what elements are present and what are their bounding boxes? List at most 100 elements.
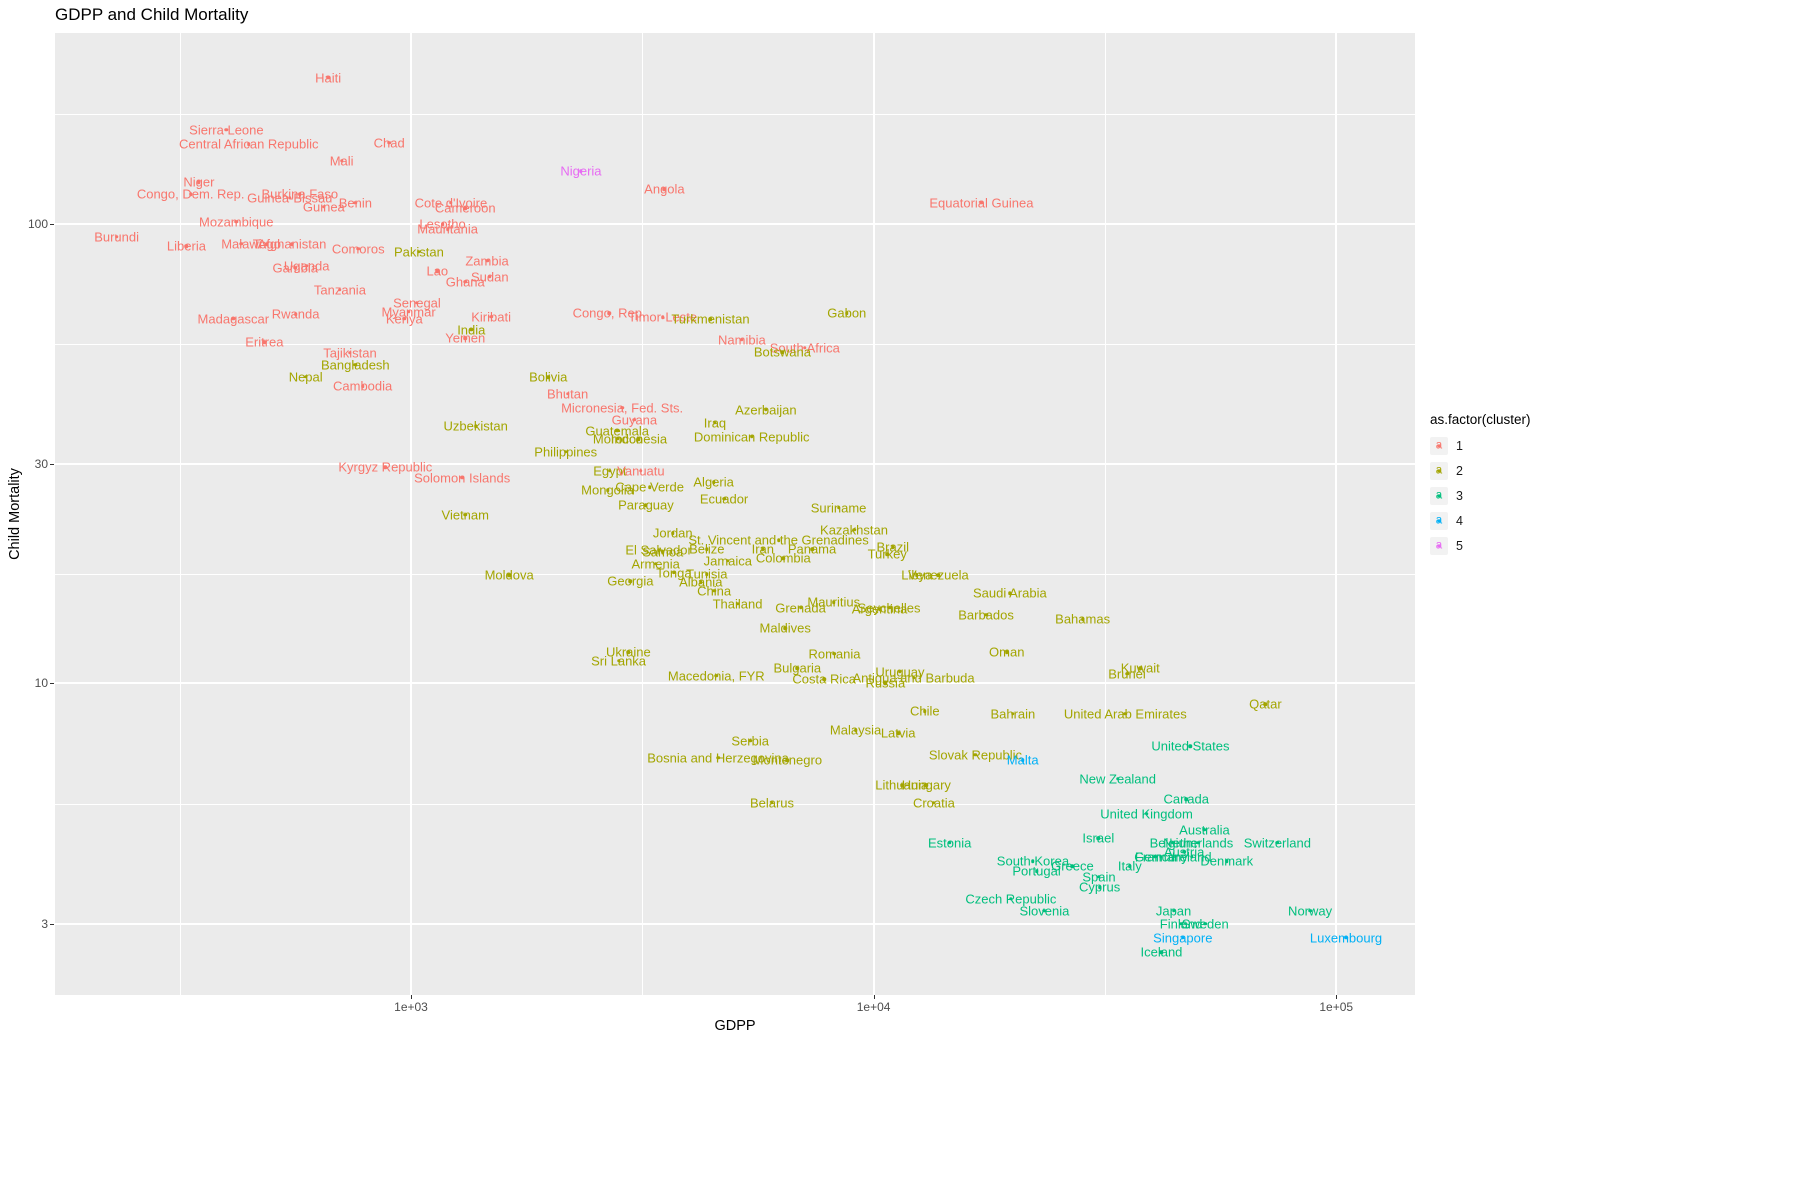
x-tick-label: 1e+04 <box>856 1000 891 1014</box>
data-point <box>1184 797 1188 801</box>
country-label: Malta <box>1006 752 1039 768</box>
country-label: New Zealand <box>1079 771 1157 787</box>
data-point <box>620 405 624 410</box>
country-label: Philippines <box>534 444 598 460</box>
data-point <box>197 180 201 185</box>
country-label: Malaysia <box>829 722 882 738</box>
country-label: Bolivia <box>529 369 568 385</box>
country-label: Kyrgyz Republic <box>338 459 433 475</box>
data-point <box>783 626 787 630</box>
data-point <box>1034 869 1039 874</box>
country-label: Bahrain <box>990 706 1036 722</box>
country-label: Tanzania <box>313 282 366 298</box>
data-point <box>761 547 765 551</box>
y-minor-gridline <box>55 573 1415 575</box>
chart-title: GDPP and Child Mortality <box>55 5 249 24</box>
country-label: Estonia <box>927 835 972 851</box>
country-label: Tajikistan <box>323 345 377 361</box>
country-label: Austria <box>1163 844 1205 860</box>
legend-item-label: 2 <box>1456 464 1463 478</box>
data-point <box>626 650 631 654</box>
legend-title: as.factor(cluster) <box>1430 412 1531 427</box>
country-label: Israel <box>1082 830 1115 846</box>
country-label: United Kingdom <box>1100 806 1193 822</box>
data-point <box>188 192 193 196</box>
data-point <box>231 316 236 321</box>
data-point <box>1171 909 1176 913</box>
country-label: Togo <box>252 236 281 252</box>
country-label: Mozambique <box>199 214 274 230</box>
country-label: Greece <box>1051 858 1094 874</box>
data-point <box>831 600 836 605</box>
data-point <box>507 573 511 577</box>
y-tick-label: 10 <box>34 676 48 691</box>
country-label: Colombia <box>755 550 811 566</box>
data-point <box>1159 854 1163 859</box>
country-label: Sierra Leone <box>189 122 264 138</box>
country-label: Thailand <box>712 596 763 612</box>
x-tick-label: 1e+05 <box>1319 1000 1354 1014</box>
data-point <box>713 421 717 425</box>
data-point <box>406 309 411 314</box>
country-label: Iraq <box>703 415 727 431</box>
data-point <box>546 375 550 380</box>
y-axis-label: Child Mortality <box>7 468 23 560</box>
country-label: Saudi Arabia <box>972 585 1047 601</box>
data-point <box>608 469 612 473</box>
country-label: Bangladesh <box>320 357 390 373</box>
country-label: Samoa <box>642 544 684 560</box>
data-point <box>383 465 388 470</box>
country-label: Moldova <box>484 567 534 583</box>
y-major-gridline <box>55 222 1415 225</box>
country-label: Mauritania <box>417 221 478 237</box>
y-minor-gridline <box>55 803 1415 805</box>
country-label: Bosnia and Herzegovina <box>647 750 789 765</box>
country-label: Montenegro <box>752 752 823 768</box>
y-major-gridline <box>55 463 1415 466</box>
country-label: Kazakhstan <box>820 522 888 538</box>
legend-item-label: 5 <box>1456 539 1463 553</box>
country-label: Iran <box>751 541 774 557</box>
data-point <box>637 437 641 441</box>
data-point <box>473 424 478 428</box>
data-point <box>1128 864 1132 869</box>
country-label: Yemen <box>445 330 486 346</box>
country-label: Liberia <box>166 238 206 254</box>
legend-item-label: 4 <box>1456 514 1463 528</box>
data-point <box>353 362 358 367</box>
data-point <box>338 287 342 292</box>
country-label: Barbados <box>958 607 1014 623</box>
country-label: Benin <box>338 195 372 211</box>
legend-key: a <box>1430 537 1448 555</box>
country-label: Costa Rica <box>792 671 856 687</box>
x-axis-tick <box>411 995 412 999</box>
y-tick-label: 3 <box>41 916 48 931</box>
country-label: Gabon <box>827 305 867 321</box>
country-label: Bahamas <box>1055 611 1111 627</box>
data-point <box>923 709 927 713</box>
data-point <box>781 556 786 561</box>
data-point <box>1203 922 1207 926</box>
data-point <box>699 580 703 584</box>
country-label: Solomon Islands <box>414 470 511 486</box>
data-point <box>644 503 648 508</box>
country-label: Jordan <box>652 525 693 541</box>
data-point <box>616 436 620 441</box>
y-axis-tick <box>50 464 54 466</box>
data-point <box>1005 650 1009 654</box>
country-label: Sri Lanka <box>591 653 647 669</box>
legend-key-point-icon <box>1437 444 1441 448</box>
country-label: Ghana <box>445 274 485 290</box>
country-label: Belgium <box>1149 835 1197 851</box>
country-label: Belize <box>689 541 725 557</box>
country-label: Afghanistan <box>257 236 327 252</box>
y-minor-gridline <box>55 343 1415 345</box>
country-label: Timor-Leste <box>628 309 698 325</box>
country-label: Kiribati <box>471 309 511 325</box>
country-label: Guyana <box>611 412 658 428</box>
data-point <box>1179 922 1183 926</box>
data-point <box>435 269 440 273</box>
